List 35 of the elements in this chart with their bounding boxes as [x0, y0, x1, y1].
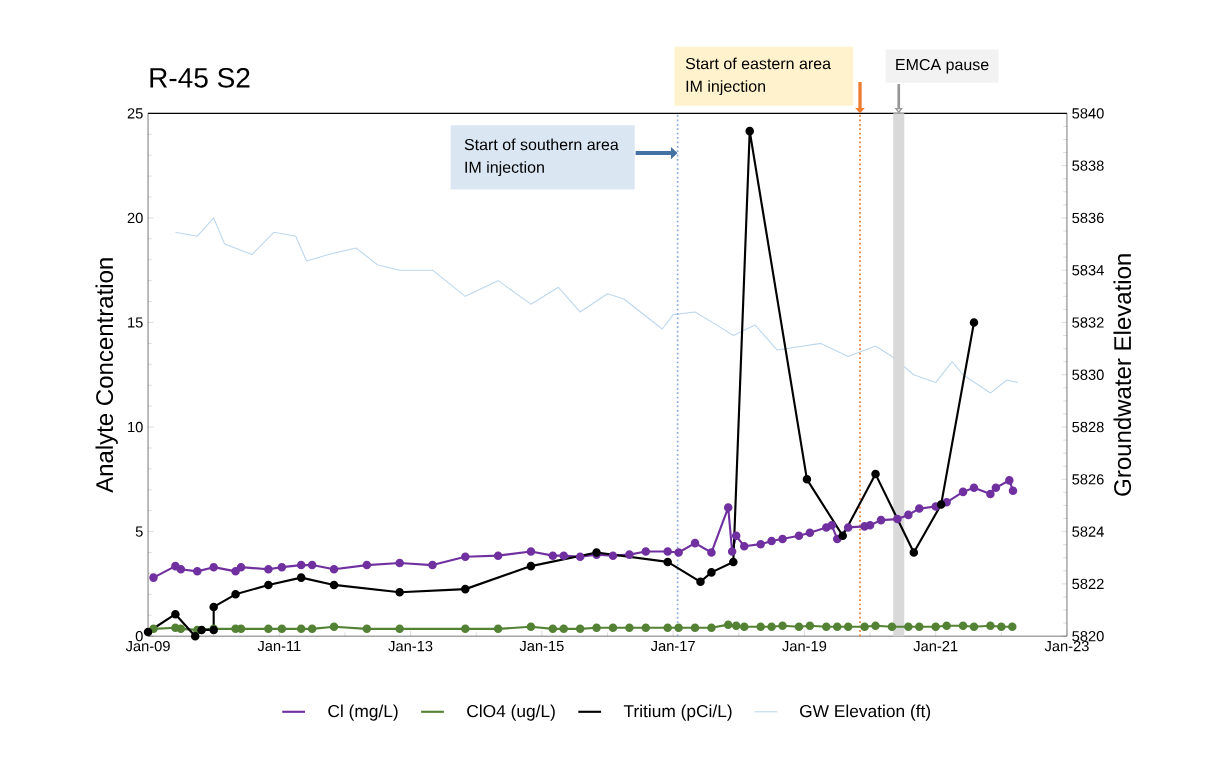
legend-label: Cl (mg/L): [328, 704, 398, 721]
y-tick-label: 20: [127, 212, 143, 224]
y2-tick-label: 5826: [1072, 474, 1104, 485]
x-tick-label: Jan-21: [913, 640, 958, 652]
y2-tick-label: 5838: [1072, 160, 1104, 171]
y2-tick-label: 5840: [1072, 108, 1104, 119]
legend-label: Tritium (pCi/L): [623, 704, 732, 721]
y2-tick-label: 5822: [1072, 578, 1104, 589]
y-tick-label: 25: [127, 108, 143, 119]
x-tick-label: Jan-17: [650, 640, 695, 652]
chart-title: R-45 S2: [150, 67, 250, 88]
x-tick-label: Jan-11: [257, 640, 301, 652]
x-tick-label: Jan-15: [519, 640, 564, 652]
legend-label: GW Elevation (ft): [800, 704, 931, 721]
x-tick-label: Jan-13: [388, 640, 433, 652]
y-tick-label: 5: [135, 526, 143, 537]
y2-tick-label: 5834: [1072, 264, 1104, 276]
y-axis-title: Analyte Concentration: [95, 258, 118, 493]
legend-label: ClO4 (ug/L): [467, 704, 555, 721]
y2-tick-label: 5828: [1072, 421, 1104, 433]
y-tick-label: 10: [128, 421, 143, 433]
y2-tick-label: 5820: [1072, 630, 1104, 642]
y2-tick-label: 5824: [1072, 526, 1104, 537]
y2-axis-title: Groundwater Elevation: [1113, 254, 1132, 496]
y2-tick-label: 5830: [1072, 369, 1104, 380]
y2-tick-label: 5832: [1072, 317, 1104, 328]
y-tick-label: 15: [128, 317, 143, 328]
band-label: EMCA pause: [896, 58, 989, 74]
x-tick-label: Jan-23: [1044, 640, 1089, 652]
ref-line-label: Start of eastern area IM injection: [685, 57, 832, 96]
ref-line-label: Start of southern area IM injection: [464, 138, 619, 176]
x-tick-label: Jan-09: [125, 640, 170, 652]
x-tick-label: Jan-19: [782, 640, 827, 652]
y-tick-label: 0: [135, 630, 143, 642]
y2-tick-label: 5836: [1072, 212, 1104, 224]
